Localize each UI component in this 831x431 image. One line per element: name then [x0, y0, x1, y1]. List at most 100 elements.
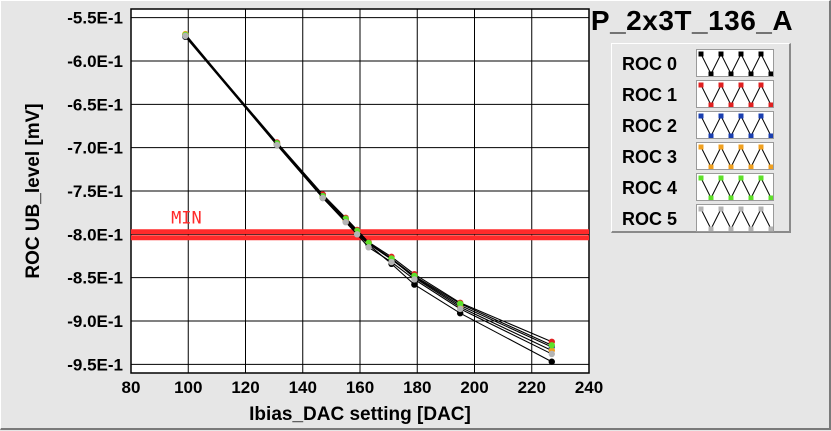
- legend-item: ROC 1: [612, 79, 788, 111]
- threshold-label: MIN: [171, 209, 202, 229]
- x-tick-label: 220: [518, 378, 546, 397]
- legend-swatch: [696, 204, 774, 232]
- x-tick-label: 140: [289, 378, 317, 397]
- legend-swatch-marker: [718, 51, 724, 57]
- legend-swatch-marker: [708, 226, 714, 231]
- legend-swatch-line: [700, 83, 772, 107]
- y-tick-label: -5.5E-1: [67, 9, 123, 28]
- legend-swatch-marker: [698, 175, 704, 181]
- legend-swatch-marker: [698, 82, 704, 88]
- legend-swatch-marker: [728, 102, 734, 107]
- series-line: [184, 33, 553, 351]
- data-point: [456, 300, 464, 307]
- legend-swatch-marker: [738, 113, 744, 119]
- y-axis-label: ROC UB_level [mV]: [23, 103, 44, 278]
- data-point: [548, 342, 555, 349]
- legend-swatch-marker: [738, 175, 744, 181]
- legend-swatch-line: [700, 176, 772, 200]
- legend-swatch-marker: [698, 144, 704, 150]
- series-line: [184, 34, 553, 346]
- data-point: [411, 276, 418, 283]
- legend-swatch-marker: [738, 144, 744, 150]
- data-point: [388, 258, 395, 266]
- legend-swatch-line: [700, 145, 772, 169]
- legend-swatch-marker: [738, 51, 744, 57]
- legend-swatch-marker: [758, 206, 764, 212]
- legend-swatch-line: [700, 207, 772, 231]
- legend-swatch-marker: [748, 133, 754, 138]
- y-tick-label: -8.5E-1: [67, 269, 123, 288]
- legend-swatch-marker: [758, 144, 764, 150]
- legend-swatch-marker: [748, 102, 754, 107]
- x-tick-label: 180: [403, 378, 431, 397]
- data-point: [273, 141, 281, 149]
- data-point: [456, 305, 464, 313]
- data-point: [411, 281, 418, 288]
- legend-swatch-marker: [728, 164, 734, 169]
- legend-swatch-marker: [728, 226, 734, 231]
- legend-swatch-marker: [768, 102, 773, 107]
- legend-swatch-marker: [758, 113, 764, 119]
- data-point: [342, 219, 349, 226]
- legend-swatch-marker: [718, 175, 724, 181]
- legend-swatch-line: [700, 114, 772, 138]
- legend-swatch-marker: [708, 164, 714, 169]
- data-point: [548, 350, 555, 358]
- legend-swatch-marker: [768, 133, 773, 138]
- data-point: [365, 244, 372, 251]
- legend-swatch-marker: [758, 175, 764, 181]
- legend-label: ROC 5: [622, 209, 678, 229]
- x-tick-label: 200: [460, 378, 488, 397]
- x-tick-label: 120: [231, 378, 259, 397]
- legend-swatch-marker: [708, 102, 714, 107]
- legend-swatch-marker: [738, 206, 744, 212]
- legend-swatch-marker: [718, 113, 724, 119]
- legend-swatch-marker: [708, 133, 714, 138]
- legend-swatch-marker: [758, 82, 764, 88]
- legend-swatch-line: [700, 52, 772, 76]
- legend-item: ROC 2: [612, 110, 788, 142]
- legend-swatch-marker: [708, 195, 714, 200]
- legend-swatch: [696, 142, 774, 170]
- legend-item: ROC 4: [612, 172, 788, 204]
- legend-swatch-marker: [718, 206, 724, 212]
- legend-label: ROC 2: [622, 116, 678, 136]
- x-tick-label: 100: [174, 378, 202, 397]
- series-line: [184, 34, 553, 343]
- x-tick-label: 240: [575, 378, 603, 397]
- y-tick-label: -6.0E-1: [67, 52, 123, 71]
- legend-swatch-marker: [728, 71, 734, 76]
- legend-swatch-marker: [768, 71, 773, 76]
- legend-swatch-marker: [768, 226, 773, 231]
- series-line: [184, 35, 553, 355]
- legend-swatch-marker: [748, 164, 754, 169]
- legend-swatch: [696, 173, 774, 201]
- legend-swatch-marker: [768, 195, 773, 200]
- legend-label: ROC 1: [622, 85, 678, 105]
- legend-swatch-marker: [708, 71, 714, 76]
- legend-swatch: [696, 80, 774, 108]
- y-tick-label: -9.5E-1: [67, 355, 123, 374]
- legend-swatch-marker: [748, 195, 754, 200]
- data-point: [353, 231, 361, 238]
- legend-item: ROC 0: [612, 48, 788, 80]
- legend-swatch-marker: [698, 113, 704, 119]
- legend-swatch-marker: [748, 226, 754, 231]
- legend-swatch-marker: [718, 82, 724, 88]
- legend-label: ROC 3: [622, 147, 678, 167]
- y-tick-label: -7.5E-1: [67, 182, 123, 201]
- legend-swatch-marker: [748, 71, 754, 76]
- legend: ROC 0 ROC 1 ROC 2 ROC 3 ROC 4 ROC 5: [611, 43, 791, 233]
- legend-swatch-marker: [758, 51, 764, 57]
- y-tick-label: -9.0E-1: [67, 312, 123, 331]
- y-tick-label: -6.5E-1: [67, 95, 123, 114]
- legend-swatch: [696, 49, 774, 77]
- data-point: [548, 358, 555, 365]
- series-5: [182, 32, 555, 358]
- x-tick-label: 160: [346, 378, 374, 397]
- legend-label: ROC 4: [622, 178, 678, 198]
- x-tick-label: 80: [122, 378, 141, 397]
- data-point: [319, 194, 326, 202]
